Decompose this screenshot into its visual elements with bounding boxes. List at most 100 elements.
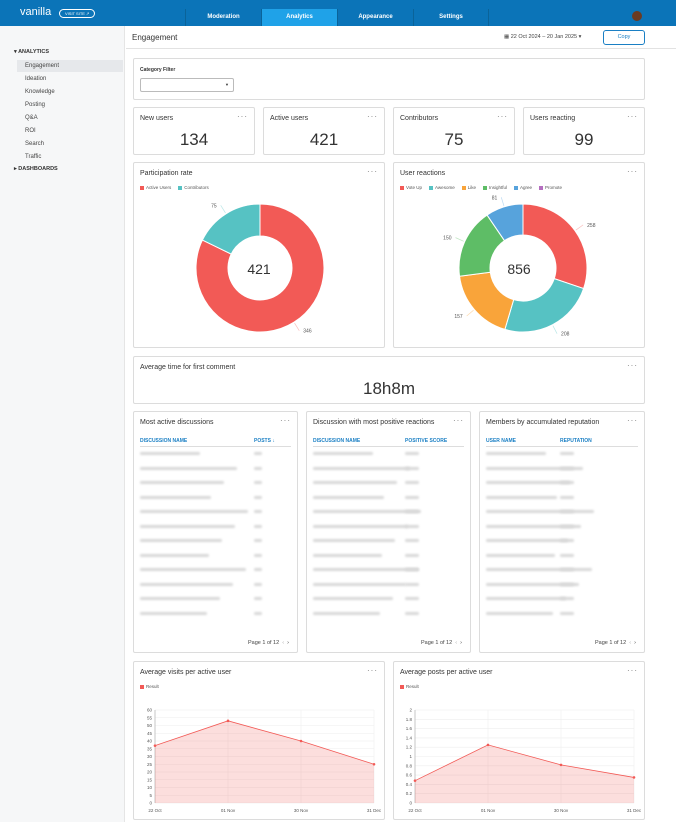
more-options-icon[interactable]: ··· — [237, 112, 248, 121]
more-options-icon[interactable]: ··· — [453, 416, 464, 425]
legend-item[interactable]: Insightful — [482, 185, 507, 190]
data-point[interactable] — [153, 744, 157, 747]
table-row-blurred[interactable] — [313, 524, 408, 528]
analytics-section-header[interactable]: ▾ ANALYTICS — [14, 49, 50, 55]
column-header[interactable]: REPUTATION — [560, 438, 592, 444]
legend-item[interactable]: Result — [140, 684, 159, 689]
legend-item[interactable]: Result — [400, 684, 419, 689]
sidebar-item[interactable]: Ideation — [25, 76, 47, 82]
sidebar-item[interactable]: Search — [25, 141, 45, 147]
donut-slice[interactable] — [504, 277, 585, 333]
copy-button[interactable]: Copy — [603, 30, 645, 45]
sidebar-item[interactable]: Traffic — [25, 154, 42, 160]
donut-slice[interactable] — [201, 203, 261, 255]
legend-item[interactable]: Vote Up — [400, 185, 422, 190]
column-header[interactable]: DISCUSSION NAME — [140, 438, 188, 444]
table-row-blurred[interactable] — [313, 466, 410, 470]
table-row-blurred[interactable] — [486, 597, 566, 600]
table-row-blurred[interactable] — [140, 452, 200, 455]
prev-page-icon[interactable]: ‹ — [629, 640, 632, 646]
table-row-blurred[interactable] — [140, 568, 246, 571]
table-row-blurred[interactable] — [486, 466, 583, 470]
data-point[interactable] — [299, 739, 303, 743]
data-point[interactable] — [413, 779, 417, 782]
table-row-blurred[interactable] — [486, 568, 592, 571]
table-row-blurred[interactable] — [313, 481, 397, 484]
more-options-icon[interactable]: ··· — [627, 361, 638, 370]
table-row-blurred[interactable] — [313, 553, 382, 557]
column-header[interactable]: POSITIVE SCORE — [405, 438, 448, 444]
prev-page-icon[interactable]: ‹ — [455, 640, 458, 646]
prev-page-icon[interactable]: ‹ — [282, 640, 285, 646]
column-header[interactable]: USER NAME — [486, 438, 517, 444]
sidebar-item[interactable]: Posting — [25, 102, 46, 108]
table-row-blurred[interactable] — [140, 597, 220, 600]
table-row-blurred[interactable] — [486, 611, 553, 615]
table-row-blurred[interactable] — [313, 611, 380, 615]
date-range-picker[interactable]: ▦ 22 Oct 2024 – 20 Jan 2025 ▾ — [504, 34, 581, 40]
legend-item[interactable]: Agree — [513, 185, 532, 190]
avatar[interactable] — [632, 11, 642, 21]
table-row-blurred[interactable] — [313, 582, 406, 586]
tab-settings[interactable]: Settings — [413, 9, 489, 26]
tab-appearance[interactable]: Appearance — [337, 9, 413, 26]
legend-item[interactable]: Promote — [539, 185, 562, 190]
donut-slice[interactable] — [458, 271, 515, 331]
visit-site-button[interactable]: VISIT SITE ↗ — [59, 9, 96, 18]
vanilla-logo[interactable]: vanilla — [20, 6, 52, 18]
legend-item[interactable]: Active Users — [140, 185, 171, 190]
next-page-icon[interactable]: › — [287, 640, 289, 646]
more-options-icon[interactable]: ··· — [627, 416, 638, 425]
table-row-blurred[interactable] — [486, 582, 579, 586]
next-page-icon[interactable]: › — [634, 640, 636, 646]
more-options-icon[interactable]: ··· — [280, 416, 291, 425]
more-options-icon[interactable]: ··· — [627, 167, 638, 176]
more-options-icon[interactable]: ··· — [627, 112, 638, 121]
table-row-blurred[interactable] — [313, 539, 395, 542]
table-row-blurred[interactable] — [140, 495, 211, 499]
table-row-blurred[interactable] — [140, 553, 209, 557]
donut-slice[interactable] — [522, 203, 588, 290]
sidebar-item[interactable]: Knowledge — [25, 89, 55, 95]
donut-slice[interactable] — [486, 203, 524, 242]
data-point[interactable] — [372, 762, 376, 766]
table-row-blurred[interactable] — [140, 611, 207, 615]
table-row-blurred[interactable] — [313, 495, 384, 499]
sidebar-item[interactable]: ROI — [25, 128, 36, 134]
table-row-blurred[interactable] — [140, 466, 237, 470]
legend-item[interactable]: Like — [461, 185, 476, 190]
more-options-icon[interactable]: ··· — [367, 167, 378, 176]
data-point[interactable] — [632, 776, 636, 779]
table-row-blurred[interactable] — [486, 452, 546, 455]
table-row-blurred[interactable] — [486, 539, 568, 542]
legend-item[interactable]: Contributors — [178, 185, 209, 190]
tab-moderation[interactable]: Moderation — [185, 9, 261, 26]
more-options-icon[interactable]: ··· — [627, 666, 638, 675]
table-row-blurred[interactable] — [313, 452, 373, 455]
column-header[interactable]: POSTS ↓ — [254, 438, 275, 444]
table-row-blurred[interactable] — [140, 524, 235, 528]
data-point[interactable] — [559, 763, 563, 767]
table-row-blurred[interactable] — [486, 524, 581, 528]
table-row-blurred[interactable] — [140, 539, 222, 542]
table-row-blurred[interactable] — [140, 510, 248, 513]
donut-slice[interactable] — [195, 203, 325, 333]
table-row-blurred[interactable] — [486, 553, 555, 557]
table-row-blurred[interactable] — [486, 481, 570, 484]
more-options-icon[interactable]: ··· — [367, 112, 378, 121]
dashboards-section-header[interactable]: ▸ DASHBOARDS — [14, 166, 58, 172]
table-row-blurred[interactable] — [140, 481, 224, 484]
table-row-blurred[interactable] — [313, 597, 393, 600]
table-row-blurred[interactable] — [140, 582, 233, 586]
next-page-icon[interactable]: › — [460, 640, 462, 646]
legend-item[interactable]: Awesome — [429, 185, 455, 190]
more-options-icon[interactable]: ··· — [497, 112, 508, 121]
data-point[interactable] — [226, 719, 230, 723]
category-filter-select[interactable]: ▼ — [140, 78, 234, 92]
column-header[interactable]: DISCUSSION NAME — [313, 438, 361, 444]
sidebar-item[interactable]: Q&A — [25, 115, 38, 121]
more-options-icon[interactable]: ··· — [367, 666, 378, 675]
table-row-blurred[interactable] — [313, 510, 421, 513]
sidebar-item[interactable]: Engagement — [17, 60, 123, 72]
table-row-blurred[interactable] — [486, 510, 594, 513]
